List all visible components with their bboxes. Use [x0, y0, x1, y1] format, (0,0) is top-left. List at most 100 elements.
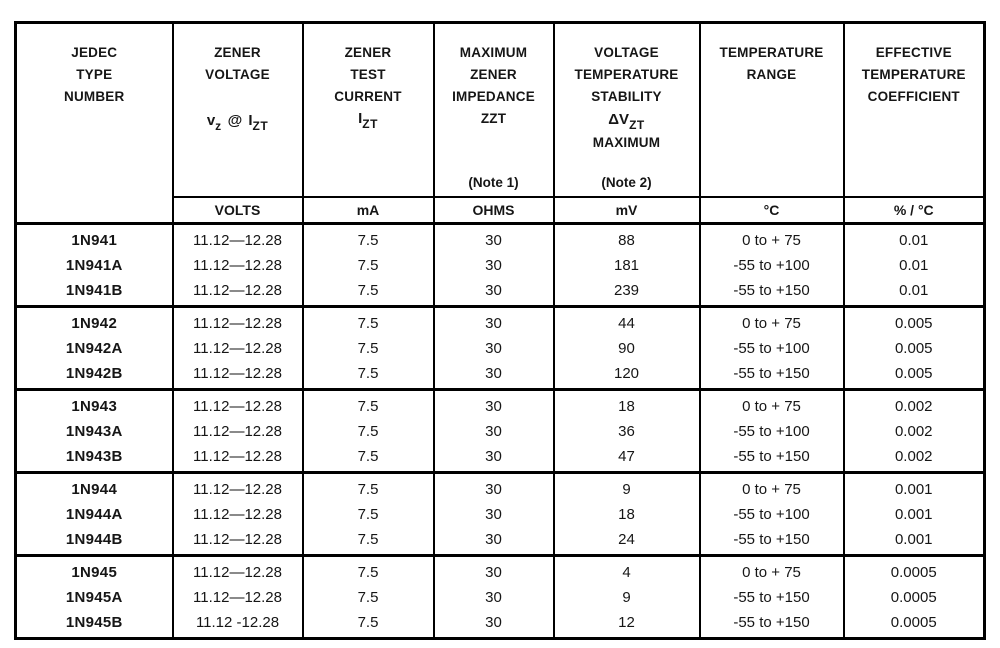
- table-row: 1N943 11.12—12.28 7.5 30 18 0 to + 75 0.002: [14, 389, 986, 419]
- cell-range: 0 to + 75: [698, 306, 845, 336]
- cell-coeff: 0.001: [842, 501, 986, 527]
- cell-current: 7.5: [301, 609, 435, 638]
- cell-voltage: 11.12—12.28: [171, 501, 304, 527]
- cell-type: 1N943: [14, 389, 174, 419]
- table-row: 1N945B 11.12 -12.28 7.5 30 12 -55 to +150 0.00…: [14, 609, 986, 638]
- table-row: 1N943B 11.12—12.28 7.5 30 47 -55 to +150 0.002: [14, 443, 986, 472]
- cell-coeff: 0.002: [842, 418, 986, 444]
- note-2-reference: (Note 2): [601, 175, 652, 190]
- header-line: VOLTAGE: [594, 45, 659, 60]
- cell-current: 7.5: [301, 335, 435, 361]
- cell-current: 7.5: [301, 252, 435, 278]
- formula-subscript: ZT: [252, 119, 269, 133]
- cell-type: 1N945A: [14, 584, 174, 610]
- cell-stability: 12: [552, 609, 701, 638]
- cell-voltage: 11.12—12.28: [171, 360, 304, 389]
- cell-impedance: 30: [432, 360, 555, 389]
- cell-stability: 18: [552, 501, 701, 527]
- cell-impedance: 30: [432, 418, 555, 444]
- cell-voltage: 11.12—12.28: [171, 252, 304, 278]
- cell-voltage: 11.12—12.28: [171, 443, 304, 472]
- header-line: NUMBER: [64, 89, 125, 104]
- header-line: JEDEC: [71, 45, 118, 60]
- cell-impedance: 30: [432, 472, 555, 502]
- cell-impedance: 30: [432, 335, 555, 361]
- cell-stability: 44: [552, 306, 701, 336]
- table-row: 1N942A 11.12—12.28 7.5 30 90 -55 to +100 0.005: [14, 335, 986, 361]
- col-header-effective-temp-coefficient: EFFECTIVE TEMPERATURE COEFFICIENT: [842, 21, 986, 198]
- table-row: 1N941 11.12—12.28 7.5 30 88 0 to + 75 0.01: [14, 223, 986, 253]
- cell-current: 7.5: [301, 418, 435, 444]
- device-group: 1N944 11.12—12.28 7.5 30 9 0 to + 75 0.001 1N94…: [14, 472, 986, 555]
- cell-range: -55 to +150: [698, 443, 845, 472]
- cell-type: 1N945: [14, 555, 174, 585]
- cell-type: 1N943A: [14, 418, 174, 444]
- cell-current: 7.5: [301, 223, 435, 253]
- cell-coeff: 0.0005: [842, 609, 986, 638]
- formula-base: I: [248, 112, 253, 129]
- cell-current: 7.5: [301, 501, 435, 527]
- col-header-temperature-range: TEMPERATURE RANGE: [698, 21, 845, 198]
- header-line: MAXIMUM: [592, 135, 661, 150]
- cell-stability: 239: [552, 277, 701, 306]
- header-line: VOLTAGE: [205, 67, 270, 82]
- cell-impedance: 30: [432, 389, 555, 419]
- table-row: 1N944B 11.12—12.28 7.5 30 24 -55 to +150 0.001: [14, 526, 986, 555]
- formula-subscript: ZT: [629, 118, 645, 132]
- cell-current: 7.5: [301, 443, 435, 472]
- cell-current: 7.5: [301, 584, 435, 610]
- note-1-reference: (Note 1): [468, 175, 519, 190]
- cell-impedance: 30: [432, 306, 555, 336]
- cell-type: 1N943B: [14, 443, 174, 472]
- cell-current: 7.5: [301, 277, 435, 306]
- cell-impedance: 30: [432, 609, 555, 638]
- cell-range: 0 to + 75: [698, 555, 845, 585]
- cell-impedance: 30: [432, 277, 555, 306]
- device-group: 1N945 11.12—12.28 7.5 30 4 0 to + 75 0.0005 1N9…: [14, 555, 986, 638]
- cell-range: -55 to +100: [698, 252, 845, 278]
- cell-current: 7.5: [301, 526, 435, 555]
- table-row: 1N944A 11.12—12.28 7.5 30 18 -55 to +100 0.001: [14, 501, 986, 527]
- cell-stability: 9: [552, 584, 701, 610]
- cell-type: 1N941A: [14, 252, 174, 278]
- cell-type: 1N942B: [14, 360, 174, 389]
- formula-base: v: [206, 112, 216, 129]
- cell-range: -55 to +100: [698, 501, 845, 527]
- table-row: 1N943A 11.12—12.28 7.5 30 36 -55 to +100 0.002: [14, 418, 986, 444]
- at-symbol: @: [227, 112, 243, 129]
- cell-voltage: 11.12 -12.28: [171, 609, 304, 638]
- cell-stability: 181: [552, 252, 701, 278]
- cell-current: 7.5: [301, 360, 435, 389]
- delta-vzt-formula: ΔVZT: [608, 108, 644, 132]
- cell-stability: 24: [552, 526, 701, 555]
- cell-coeff: 0.001: [842, 526, 986, 555]
- cell-coeff: 0.005: [842, 306, 986, 336]
- col-header-zener-test-current: ZENER TEST CURRENT IZT: [301, 21, 435, 198]
- header-line: EFFECTIVE: [875, 45, 952, 60]
- cell-voltage: 11.12—12.28: [171, 472, 304, 502]
- unit-ma: mA: [301, 196, 435, 225]
- cell-voltage: 11.12—12.28: [171, 526, 304, 555]
- unit-mv: mV: [552, 196, 701, 225]
- unit-volts: VOLTS: [171, 196, 304, 225]
- cell-voltage: 11.12—12.28: [171, 418, 304, 444]
- table-row: 1N942B 11.12—12.28 7.5 30 120 -55 to +150 0.00…: [14, 360, 986, 389]
- cell-voltage: 11.12—12.28: [171, 277, 304, 306]
- cell-stability: 36: [552, 418, 701, 444]
- cell-type: 1N942: [14, 306, 174, 336]
- cell-coeff: 0.002: [842, 443, 986, 472]
- cell-coeff: 0.0005: [842, 584, 986, 610]
- formula-subscript: z: [215, 119, 222, 133]
- table-row: 1N945A 11.12—12.28 7.5 30 9 -55 to +150 0.0005: [14, 584, 986, 610]
- zener-spec-table: JEDEC TYPE NUMBER ZENER VOLTAGE vz @ IZT Z…: [14, 21, 986, 640]
- device-group: 1N943 11.12—12.28 7.5 30 18 0 to + 75 0.002 1N9…: [14, 389, 986, 472]
- cell-type: 1N944: [14, 472, 174, 502]
- device-group: 1N941 11.12—12.28 7.5 30 88 0 to + 75 0.01 1N94…: [14, 223, 986, 306]
- cell-current: 7.5: [301, 555, 435, 585]
- header-line: TEMPERATURE: [719, 45, 824, 60]
- device-group: 1N942 11.12—12.28 7.5 30 44 0 to + 75 0.005 1N9…: [14, 306, 986, 389]
- table-row: 1N945 11.12—12.28 7.5 30 4 0 to + 75 0.0005: [14, 555, 986, 585]
- header-line: IMPEDANCE: [452, 89, 535, 104]
- formula-base: ΔV: [608, 111, 630, 128]
